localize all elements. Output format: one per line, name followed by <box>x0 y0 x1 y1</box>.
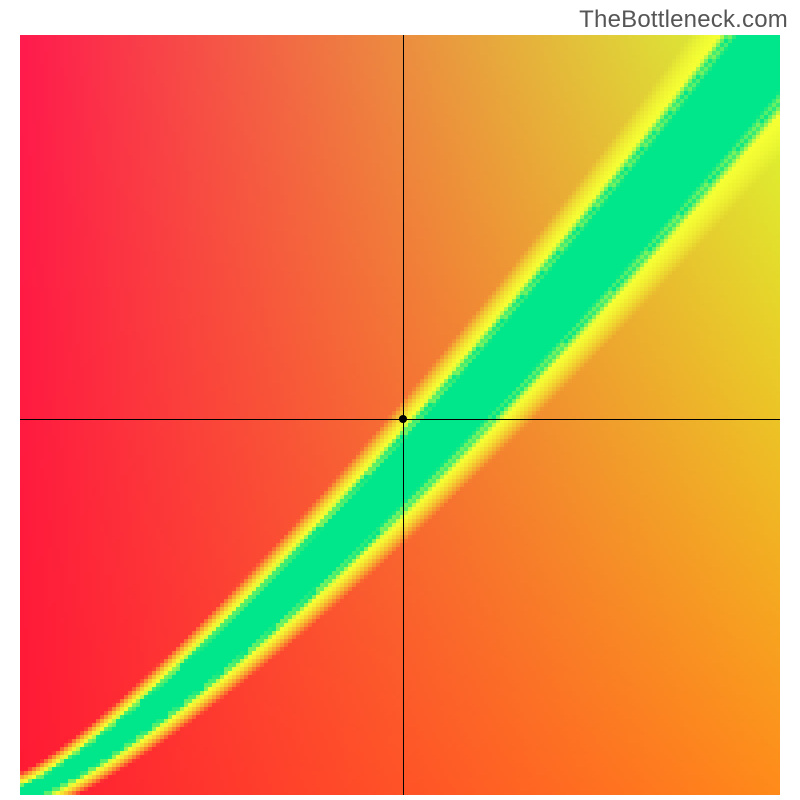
watermark-text: TheBottleneck.com <box>579 6 788 34</box>
heatmap-plot <box>20 35 780 795</box>
marker-point <box>399 415 407 423</box>
chart-container: { "watermark": { "text": "TheBottleneck.… <box>0 0 800 800</box>
